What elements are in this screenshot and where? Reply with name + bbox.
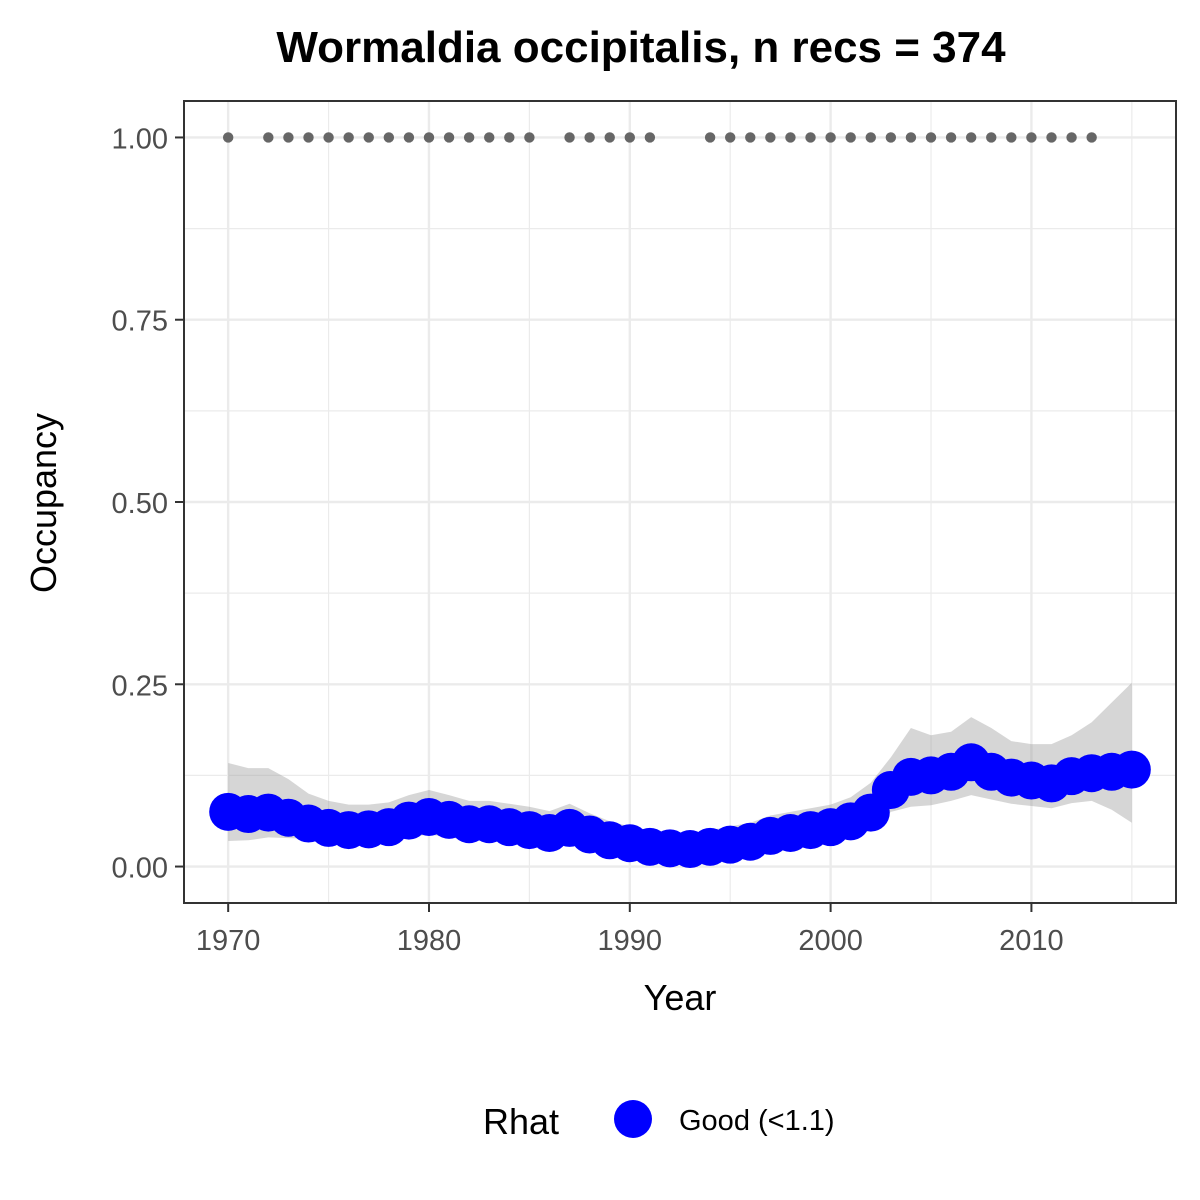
y-tick-label: 1.00	[112, 123, 168, 155]
y-axis-title: Occupancy	[23, 413, 64, 593]
record-point	[383, 132, 395, 143]
x-axis: 1970 1980 1990 2000 2010	[196, 903, 1064, 957]
record-point	[865, 132, 876, 143]
record-point	[765, 132, 776, 143]
x-tick-label: 2010	[999, 925, 1064, 957]
record-point	[463, 132, 475, 143]
y-tick-label: 0.25	[112, 670, 168, 702]
y-tick-label: 0.00	[112, 853, 168, 885]
record-point	[805, 132, 816, 143]
record-point	[905, 132, 917, 143]
record-point	[845, 132, 856, 143]
x-tick-label: 1970	[196, 925, 261, 957]
record-point	[423, 132, 435, 143]
record-point	[443, 132, 455, 143]
record-point	[604, 132, 615, 143]
record-point	[343, 132, 354, 143]
legend-title: Rhat	[483, 1101, 559, 1142]
record-point	[725, 132, 736, 143]
record-point	[885, 132, 897, 143]
record-point	[825, 132, 836, 143]
record-point	[644, 132, 656, 143]
record-point	[704, 132, 716, 143]
record-point	[323, 132, 334, 143]
legend: Rhat Good (<1.1)	[483, 1100, 835, 1142]
record-point	[524, 132, 535, 143]
record-point	[1086, 132, 1097, 143]
x-tick-label: 2000	[798, 925, 863, 957]
record-point	[303, 132, 314, 143]
record-point	[484, 132, 495, 143]
record-point	[945, 132, 957, 143]
record-point	[403, 132, 415, 143]
occupancy-points-layer	[209, 743, 1151, 869]
record-point	[1046, 132, 1057, 143]
x-axis-title: Year	[644, 977, 717, 1018]
record-point	[363, 132, 374, 143]
legend-key-good	[614, 1100, 652, 1138]
record-point	[1066, 132, 1077, 143]
chart-title: Wormaldia occipitalis, n recs = 374	[276, 23, 1006, 72]
record-point	[785, 132, 796, 143]
record-point	[222, 132, 234, 143]
y-axis: 0.00 0.25 0.50 0.75 1.00	[112, 123, 184, 885]
record-point	[1026, 132, 1037, 143]
record-point	[986, 132, 997, 143]
record-point	[965, 132, 977, 143]
occupancy-point	[1112, 750, 1151, 789]
record-point	[1006, 132, 1017, 143]
record-point	[283, 132, 294, 143]
record-point	[745, 132, 756, 143]
legend-label-good: Good (<1.1)	[679, 1105, 835, 1137]
record-point	[624, 132, 635, 143]
record-point	[504, 132, 515, 143]
x-tick-label: 1980	[397, 925, 462, 957]
y-tick-label: 0.50	[112, 488, 168, 520]
record-point	[925, 132, 937, 143]
x-tick-label: 1990	[598, 925, 663, 957]
record-point	[584, 132, 595, 143]
record-point	[263, 132, 274, 143]
y-tick-label: 0.75	[112, 306, 168, 338]
record-point	[564, 132, 575, 143]
records-points-layer	[222, 132, 1097, 143]
